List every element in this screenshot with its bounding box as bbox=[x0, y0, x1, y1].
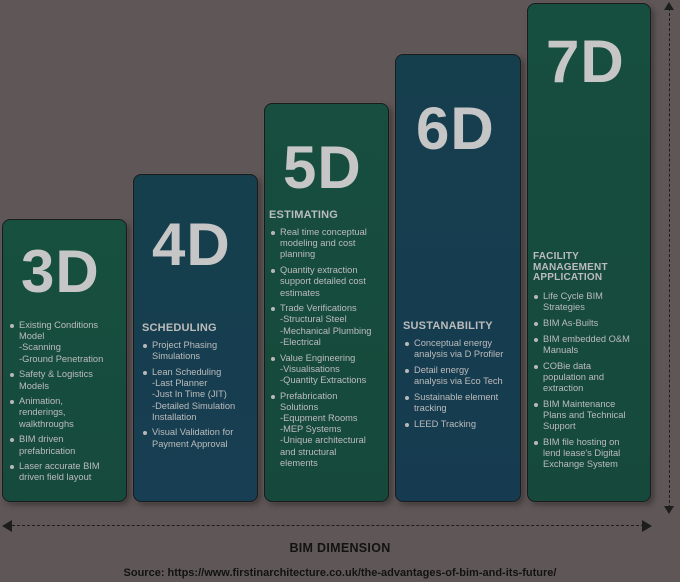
horizontal-arrow-right-icon bbox=[642, 520, 652, 532]
list-item: Project Phasing Simulations bbox=[142, 340, 257, 362]
list-item: BIM file hosting on lend lease's Digital E… bbox=[533, 437, 651, 471]
list-item: Lean Scheduling -Last Planner -Just In Tim… bbox=[142, 367, 257, 423]
dimension-label-6d: 6D bbox=[416, 95, 495, 162]
category-4d: SCHEDULING bbox=[142, 322, 217, 334]
list-item: Life Cycle BIM Strategies bbox=[533, 291, 651, 313]
horizontal-dashed-axis bbox=[12, 525, 644, 526]
list-item: Safety & Logistics Models bbox=[9, 369, 126, 391]
list-item: LEED Tracking bbox=[404, 419, 521, 430]
list-item: Sustainable element tracking bbox=[404, 392, 521, 414]
vertical-arrow-down-icon bbox=[664, 506, 674, 514]
list-item: BIM driven prefabrication bbox=[9, 434, 126, 456]
list-item: Trade Verifications -Structural Steel -Mec… bbox=[270, 303, 389, 348]
list-6d: Conceptual energy analysis via D Profiler… bbox=[404, 338, 521, 434]
category-6d: SUSTANABILITY bbox=[403, 320, 493, 332]
list-item: Prefabrication Solutions -Equpment Rooms -M… bbox=[270, 391, 389, 469]
list-item: Existing Conditions Model -Scanning -Ground… bbox=[9, 320, 126, 365]
list-5d: Real time conceptual modeling and cost pla… bbox=[270, 227, 389, 474]
column-6d: 6D SUSTANABILITY Conceptual energy analys… bbox=[395, 54, 521, 502]
list-7d: Life Cycle BIM Strategies BIM As-Builts B… bbox=[533, 291, 651, 475]
category-5d: ESTIMATING bbox=[269, 209, 339, 221]
dimension-label-4d: 4D bbox=[152, 211, 231, 278]
source-caption: Source: https://www.firstinarchitecture.… bbox=[123, 567, 557, 579]
column-7d: 7D FACILITY MANAGEMENT APPLICATION Life … bbox=[527, 3, 651, 502]
list-item: Visual Validation for Payment Approval bbox=[142, 427, 257, 449]
list-item: Detail energy analysis via Eco Tech bbox=[404, 365, 521, 387]
list-item: BIM Maintenance Plans and Technical Suppor… bbox=[533, 399, 651, 433]
horizontal-arrow-left-icon bbox=[2, 520, 12, 532]
vertical-dashed-axis bbox=[669, 8, 670, 508]
axis-label: BIM DIMENSION bbox=[289, 541, 391, 555]
list-item: BIM embedded O&M Manuals bbox=[533, 334, 651, 356]
vertical-arrow-up-icon bbox=[664, 2, 674, 10]
list-item: Laser accurate BIM driven field layout bbox=[9, 461, 126, 483]
column-4d: 4D SCHEDULING Project Phasing Simulations… bbox=[133, 174, 258, 502]
column-5d: 5D ESTIMATING Real time conceptual modeli… bbox=[264, 103, 389, 502]
list-item: Real time conceptual modeling and cost pla… bbox=[270, 227, 389, 261]
list-item: Animation, renderings, walkthroughs bbox=[9, 396, 126, 430]
dimension-label-3d: 3D bbox=[21, 238, 100, 305]
list-3d: Existing Conditions Model -Scanning -Ground… bbox=[9, 320, 126, 488]
category-7d: FACILITY MANAGEMENT APPLICATION bbox=[533, 251, 608, 283]
column-3d: 3D Existing Conditions Model -Scanning -Gro… bbox=[2, 219, 127, 502]
list-item: Value Engineering -Visualisations -Quantit… bbox=[270, 353, 389, 387]
list-item: COBie data population and extraction bbox=[533, 361, 651, 395]
list-4d: Project Phasing Simulations Lean Scheduli… bbox=[142, 340, 257, 454]
list-item: Conceptual energy analysis via D Profiler bbox=[404, 338, 521, 360]
dimension-label-5d: 5D bbox=[283, 134, 362, 201]
list-item: Quantity extraction support detailed cost… bbox=[270, 265, 389, 299]
list-item: BIM As-Builts bbox=[533, 318, 651, 329]
dimension-label-7d: 7D bbox=[546, 28, 625, 95]
